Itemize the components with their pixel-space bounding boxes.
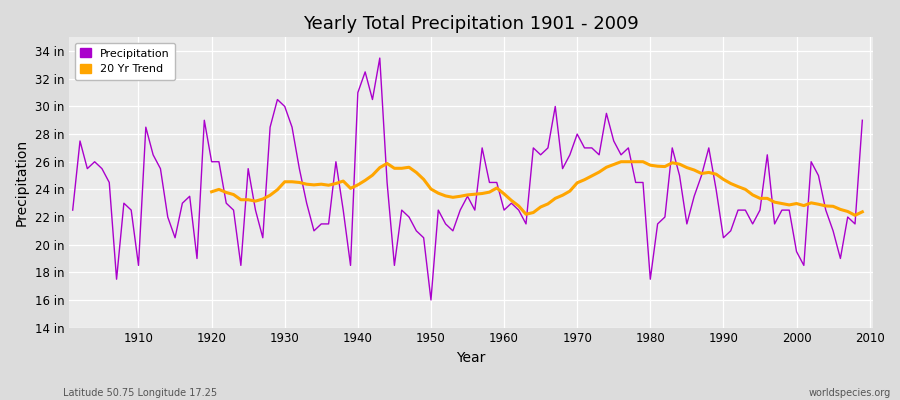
Legend: Precipitation, 20 Yr Trend: Precipitation, 20 Yr Trend (75, 43, 176, 80)
Title: Yearly Total Precipitation 1901 - 2009: Yearly Total Precipitation 1901 - 2009 (303, 15, 639, 33)
Y-axis label: Precipitation: Precipitation (15, 139, 29, 226)
Text: Latitude 50.75 Longitude 17.25: Latitude 50.75 Longitude 17.25 (63, 388, 217, 398)
Text: worldspecies.org: worldspecies.org (809, 388, 891, 398)
X-axis label: Year: Year (456, 351, 486, 365)
